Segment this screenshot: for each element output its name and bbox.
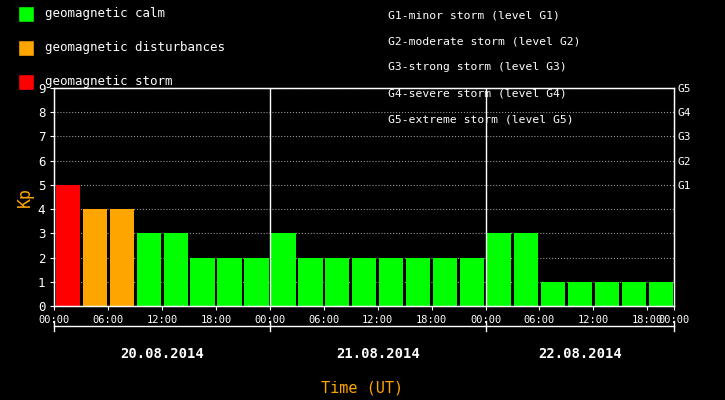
Bar [433,258,457,306]
Bar [541,282,565,306]
Bar [244,258,269,306]
Bar [514,233,538,306]
Bar [326,258,349,306]
Bar [352,258,376,306]
Text: Time (UT): Time (UT) [321,380,404,396]
Y-axis label: Kp: Kp [16,187,33,207]
Text: G4-severe storm (level G4): G4-severe storm (level G4) [388,88,567,98]
Text: 21.08.2014: 21.08.2014 [336,347,420,361]
Bar [83,209,107,306]
Bar [271,233,296,306]
Bar [460,258,484,306]
Text: geomagnetic storm: geomagnetic storm [45,76,173,88]
Text: G2-moderate storm (level G2): G2-moderate storm (level G2) [388,36,581,46]
Text: G3-strong storm (level G3): G3-strong storm (level G3) [388,62,567,72]
Bar [568,282,592,306]
Bar [406,258,431,306]
Bar [218,258,241,306]
Bar [164,233,188,306]
Bar [622,282,646,306]
Bar [191,258,215,306]
Bar [379,258,403,306]
Text: 22.08.2014: 22.08.2014 [538,347,622,361]
Text: G5-extreme storm (level G5): G5-extreme storm (level G5) [388,114,573,124]
Text: geomagnetic calm: geomagnetic calm [45,8,165,20]
Bar [56,185,80,306]
Bar [136,233,161,306]
Bar [649,282,673,306]
Bar [298,258,323,306]
Bar [487,233,511,306]
Text: G1-minor storm (level G1): G1-minor storm (level G1) [388,10,560,20]
Bar [594,282,619,306]
Text: geomagnetic disturbances: geomagnetic disturbances [45,42,225,54]
Bar [109,209,134,306]
Text: 20.08.2014: 20.08.2014 [120,347,204,361]
